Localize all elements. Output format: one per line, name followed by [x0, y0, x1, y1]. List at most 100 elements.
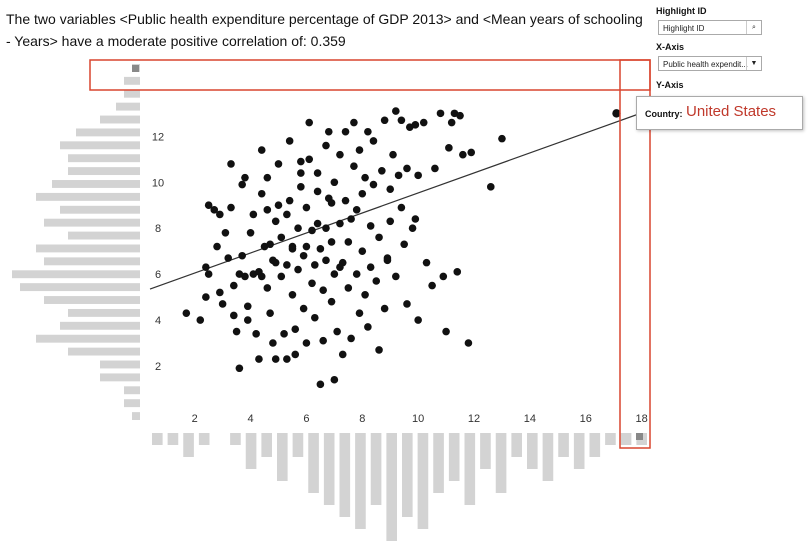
x-marginal-bar	[355, 433, 366, 529]
data-point	[285, 137, 294, 145]
y-marginal-bar	[124, 399, 140, 408]
y-marginal-bar	[36, 334, 140, 343]
x-tick-label: 16	[580, 413, 592, 425]
tooltip-label: Country:	[645, 109, 683, 119]
highlight-id-input[interactable]: Highlight ID ⌕	[658, 20, 762, 35]
data-point	[319, 286, 327, 294]
y-tick-label: 10	[152, 177, 164, 189]
data-point	[330, 178, 339, 187]
data-point	[464, 339, 473, 347]
data-point	[297, 183, 305, 191]
marker-swatch-y	[132, 65, 139, 72]
data-point	[246, 228, 255, 237]
x-tick-label: 14	[524, 413, 536, 425]
data-point	[338, 350, 347, 359]
data-point	[358, 247, 367, 255]
highlighted-data-point	[612, 109, 621, 118]
x-tick-label: 4	[247, 413, 253, 425]
y-marginal-bar	[100, 360, 140, 369]
data-point	[288, 290, 297, 299]
data-point	[229, 311, 238, 320]
x-marginal-bar	[308, 433, 319, 493]
data-point	[366, 222, 375, 230]
data-point	[202, 293, 210, 301]
x-marginal-bar	[198, 433, 210, 445]
x-marginal-bar	[417, 433, 429, 529]
y-marginal-bar	[132, 412, 140, 420]
data-point	[336, 219, 344, 228]
data-point	[232, 327, 241, 336]
data-point	[316, 245, 325, 253]
data-point	[403, 164, 411, 173]
x-tick-label: 8	[359, 413, 365, 425]
data-point	[375, 346, 383, 354]
x-axis-dropdown[interactable]: Public health expendit... ▼	[658, 56, 762, 71]
data-point	[380, 116, 389, 125]
data-point	[394, 171, 403, 180]
data-point	[419, 118, 428, 127]
data-point	[266, 309, 274, 317]
data-point	[227, 160, 235, 168]
search-icon[interactable]: ⌕	[746, 21, 761, 34]
data-point	[386, 217, 395, 226]
data-point	[397, 203, 406, 212]
x-marginal-bar	[480, 433, 491, 469]
data-point	[352, 270, 361, 278]
data-point	[308, 279, 316, 288]
data-point	[322, 141, 330, 150]
data-point	[288, 245, 297, 253]
data-point	[347, 334, 355, 343]
data-point	[369, 180, 378, 189]
data-point	[364, 127, 372, 136]
data-point	[392, 107, 400, 115]
data-point	[305, 118, 314, 127]
data-point	[283, 210, 291, 219]
data-point	[316, 380, 325, 389]
x-marginal-bar	[230, 433, 241, 445]
data-point	[224, 254, 233, 262]
y-marginal-bar	[124, 76, 140, 85]
data-point	[378, 166, 386, 175]
data-point	[355, 146, 364, 154]
data-point	[361, 290, 369, 299]
x-marginal-bar	[511, 433, 522, 457]
data-point	[322, 224, 330, 232]
chevron-down-icon[interactable]: ▼	[746, 57, 761, 70]
tooltip: Country: United States	[636, 96, 803, 130]
data-point	[324, 127, 333, 136]
x-tick-label: 2	[192, 413, 198, 425]
data-point	[319, 336, 327, 345]
data-point	[403, 300, 411, 308]
y-marginal-bar	[36, 192, 140, 201]
data-point	[330, 270, 339, 278]
x-marginal-bar	[339, 433, 351, 517]
data-point	[344, 238, 353, 246]
y-marginal-bar	[68, 167, 140, 176]
data-point	[210, 206, 219, 214]
data-point	[350, 118, 358, 127]
data-point	[204, 201, 213, 210]
y-marginal-bar	[100, 373, 140, 382]
y-marginal-bar	[20, 283, 140, 292]
x-marginal-bar	[542, 433, 554, 481]
highlight-band-vertical	[619, 59, 651, 449]
x-marginal-bar	[261, 433, 272, 457]
data-point	[277, 272, 286, 281]
y-marginal-bar	[124, 386, 140, 395]
trend-line	[149, 109, 651, 290]
data-point	[299, 304, 308, 313]
data-point	[305, 155, 314, 164]
data-point	[341, 196, 350, 205]
data-point	[358, 189, 367, 198]
x-marginal-bar	[527, 433, 538, 469]
data-point	[361, 173, 369, 182]
x-marginal-bar	[402, 433, 413, 517]
data-point	[347, 215, 355, 223]
data-point	[257, 146, 266, 154]
y-marginal-bar	[124, 89, 140, 98]
x-tick-label: 12	[468, 413, 480, 425]
data-point	[408, 224, 417, 232]
data-point	[414, 171, 422, 180]
data-point	[299, 251, 308, 260]
data-point	[252, 330, 260, 338]
